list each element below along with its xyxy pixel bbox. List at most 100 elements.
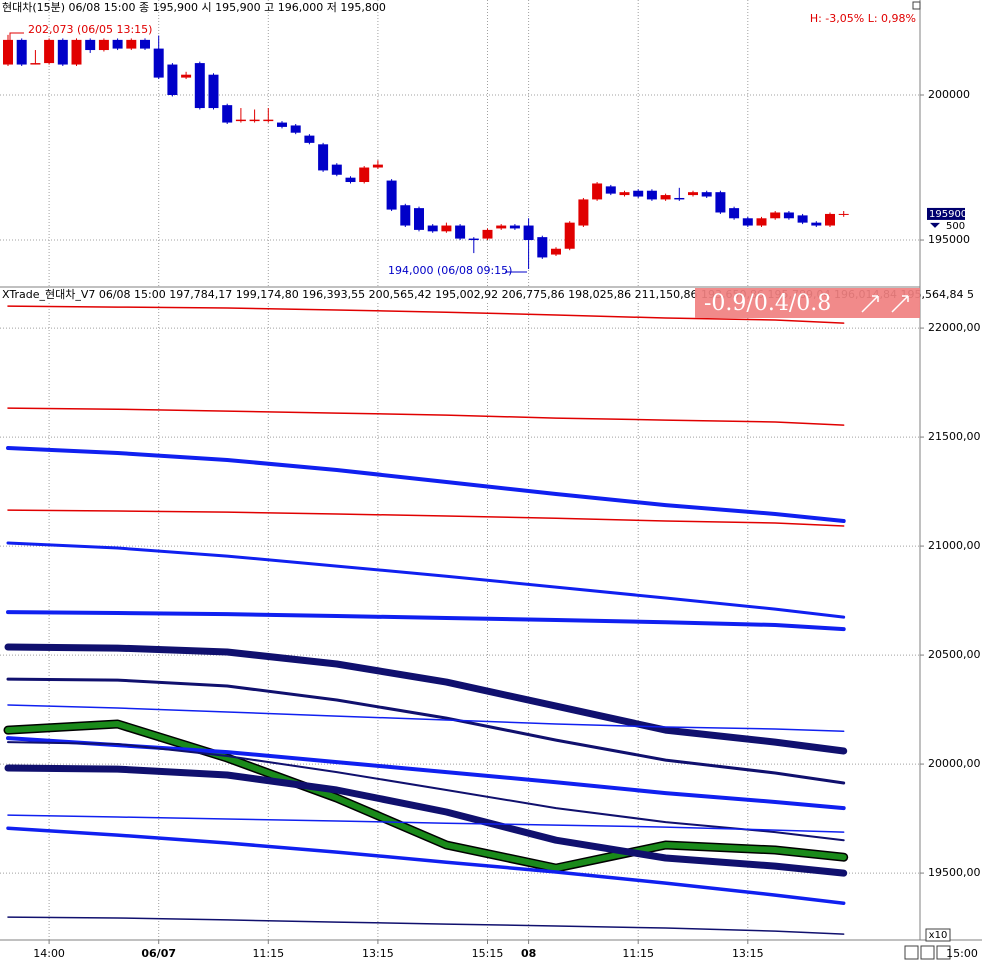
candle-body <box>564 222 575 249</box>
candle-body <box>811 222 822 226</box>
candle-body <box>30 63 41 65</box>
candle-body <box>208 74 219 109</box>
last-price-box <box>927 207 965 220</box>
candle-body <box>98 39 109 51</box>
series-line <box>5 721 847 872</box>
y-tick-label: 20000,00 <box>928 757 981 770</box>
candle-body <box>427 225 438 232</box>
candle-body <box>701 192 712 197</box>
candle-body <box>16 39 27 65</box>
y-tick-label: 195000 <box>928 233 970 246</box>
candle-body <box>140 39 150 49</box>
step-label: 500 <box>946 221 965 232</box>
x-tick-label: 06/07 <box>141 947 176 960</box>
zoom-icon[interactable] <box>920 945 935 960</box>
series-line <box>7 704 845 732</box>
candle-body <box>386 180 397 210</box>
mark-layer <box>3 32 849 935</box>
candle-body <box>496 225 507 229</box>
annotation: 202,073 (06/05 13:15) <box>28 23 152 36</box>
x-tick-label: 14:00 <box>33 947 65 960</box>
scale-label: x10 <box>929 930 948 941</box>
candle-body <box>235 119 246 122</box>
candle-body <box>290 125 301 133</box>
chart-title: 현대차(15분) 06/08 15:00 종 195,900 시 195,900… <box>2 1 386 14</box>
series-line <box>6 541 846 619</box>
y-tick-label: 21500,00 <box>928 430 981 443</box>
candle-body <box>304 135 315 143</box>
series-line <box>6 677 846 785</box>
y-tick-label: 21000,00 <box>928 539 981 552</box>
settings-icon[interactable] <box>936 945 951 960</box>
candle-body <box>194 63 205 109</box>
series-line <box>7 407 845 426</box>
x-tick-label: 13:15 <box>732 947 764 960</box>
x-tick-label: 11:15 <box>622 947 654 960</box>
series-line <box>6 610 846 632</box>
candle-body <box>249 119 260 122</box>
candle-body <box>646 190 657 200</box>
candle-body <box>523 225 534 241</box>
candle-body <box>359 167 370 183</box>
candle-body <box>414 208 424 230</box>
time-label: 15:00 <box>946 947 978 960</box>
annotation-arrow <box>9 32 24 42</box>
series-line <box>6 826 846 905</box>
candle-body <box>537 237 548 258</box>
series-line <box>7 916 845 935</box>
candle-body <box>797 215 808 223</box>
candle-body <box>112 39 123 49</box>
series-line <box>7 814 845 833</box>
candle-body <box>619 192 630 196</box>
candle-body <box>468 238 479 241</box>
candle-body <box>715 192 726 213</box>
candle-body <box>688 192 698 196</box>
candle-body <box>742 218 753 226</box>
candle-body <box>729 208 740 219</box>
candle-body <box>825 213 835 226</box>
candle-body <box>318 144 329 171</box>
edit-icon[interactable] <box>904 945 919 960</box>
last-price: 195900 <box>929 209 967 220</box>
candle-body <box>331 164 342 175</box>
range-stats: H: -3,05% L: 0,98% <box>810 12 916 25</box>
candle-body <box>455 225 466 239</box>
step-marker <box>930 222 940 228</box>
scale-box[interactable] <box>925 928 951 942</box>
badge: -0.9/0.4/0.8 <box>704 291 831 316</box>
candle-body <box>592 183 603 200</box>
badge-box <box>695 288 920 318</box>
badge-arrows <box>861 295 909 313</box>
candle-body <box>400 205 411 226</box>
candle-body <box>153 48 164 78</box>
candle-body <box>605 186 616 194</box>
candle-body <box>71 39 82 65</box>
y-tick-label: 19500,00 <box>928 866 981 879</box>
series-line <box>7 305 845 324</box>
candle-body <box>57 39 68 65</box>
panel-icon[interactable] <box>912 1 921 10</box>
series-line <box>4 643 848 755</box>
series-line <box>7 509 845 527</box>
candle-body <box>181 74 192 78</box>
candle-body <box>770 212 781 219</box>
candle-body <box>756 218 767 226</box>
candle-body <box>85 39 96 51</box>
x-tick-label: 15:15 <box>472 947 504 960</box>
y-tick-label: 20500,00 <box>928 648 981 661</box>
candle-body <box>345 177 356 183</box>
candle-body <box>482 229 493 239</box>
candle-body <box>277 122 287 127</box>
toolbar-icons[interactable] <box>904 945 951 960</box>
candle-body <box>44 39 55 64</box>
y-tick-label: 22000,00 <box>928 321 981 334</box>
candle-body <box>222 105 233 123</box>
candle-body <box>783 212 794 219</box>
y-tick-label: 200000 <box>928 88 970 101</box>
candle-body <box>3 39 13 65</box>
x-tick-label: 13:15 <box>362 947 394 960</box>
x-tick-label: 11:15 <box>252 947 284 960</box>
candle-body <box>167 64 178 95</box>
